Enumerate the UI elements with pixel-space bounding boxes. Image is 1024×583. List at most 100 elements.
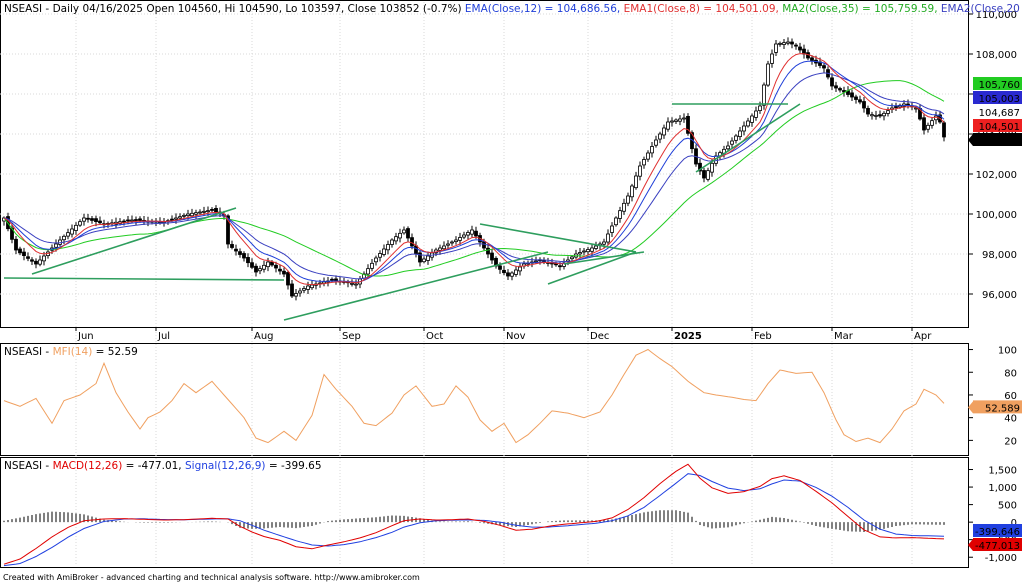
candle-down	[698, 162, 702, 172]
candle-down	[274, 264, 278, 269]
candle-down	[134, 219, 138, 221]
month-axis: Jun Jul Aug Sep Oct Nov Dec 2025 Feb Mar Apr	[75, 327, 932, 342]
candle-down	[842, 90, 846, 93]
candle-down	[214, 208, 218, 213]
candle-down	[702, 170, 706, 179]
mfi-tick-label: 40	[1004, 414, 1017, 425]
candle-up	[466, 232, 470, 236]
candle-up	[302, 288, 306, 291]
candle-up	[650, 146, 654, 154]
candle-up	[62, 235, 66, 241]
candle-up	[758, 105, 762, 111]
candle-down	[250, 262, 254, 268]
candle-up	[594, 245, 598, 249]
candle-down	[838, 88, 842, 91]
candle-up	[38, 259, 42, 265]
candle-up	[262, 264, 266, 270]
month-label: Oct	[426, 331, 443, 342]
candle-up	[750, 115, 754, 123]
candle-up	[54, 243, 58, 248]
candle-up	[570, 256, 574, 260]
month-label: 2025	[674, 331, 702, 342]
month-label: Nov	[506, 331, 526, 342]
macd-badge-bg	[973, 538, 1022, 551]
candle-up	[258, 268, 262, 272]
candle-up	[586, 249, 590, 253]
candle-up	[670, 120, 674, 123]
price-tick-label: 98,000	[982, 250, 1017, 261]
candle-down	[406, 228, 410, 239]
candle-down	[138, 218, 142, 221]
candle-up	[674, 119, 678, 122]
candle-down	[474, 230, 478, 237]
candle-down	[922, 117, 926, 131]
candle-down	[558, 265, 562, 268]
candle-down	[90, 218, 94, 221]
candle-up	[746, 120, 750, 127]
trendline	[479, 223, 637, 253]
candle-down	[334, 278, 338, 282]
candle-up	[450, 241, 454, 244]
ema8-badge: 104,501	[979, 122, 1020, 133]
close-pointer	[968, 134, 973, 146]
candle-up	[174, 217, 178, 220]
mfi-tick-label: 100	[998, 346, 1017, 357]
price-axis: 96,00098,000100,000102,000104,000106,000…	[968, 10, 1017, 301]
ema12-badge: 104,687	[979, 108, 1020, 119]
candle-up	[626, 195, 630, 204]
candle-down	[26, 256, 30, 259]
trendlines	[3, 103, 801, 321]
close-badge-bg	[973, 133, 1022, 146]
candle-down	[854, 96, 858, 100]
candle-up	[462, 234, 466, 238]
price-tick-label: 102,000	[976, 170, 1017, 181]
candle-up	[726, 145, 730, 150]
candle-down	[226, 215, 230, 245]
price-header-ema20: EMA2(Close,20	[941, 3, 1020, 15]
signal-badge-bg	[973, 524, 1022, 537]
candle-up	[734, 135, 738, 141]
candle-up	[70, 228, 74, 235]
candle-up	[130, 219, 134, 222]
candle-up	[618, 210, 622, 219]
candle-down	[122, 220, 126, 223]
value-badges: 105,760 105,003 104,687 104,501 103,852 52.58…	[968, 77, 1022, 552]
candle-down	[254, 265, 258, 273]
trendline	[283, 251, 549, 321]
candle-down	[34, 260, 38, 265]
candle-up	[442, 245, 446, 250]
candle-up	[78, 221, 82, 226]
candle-up	[446, 243, 450, 246]
candle-down	[170, 218, 174, 221]
candle-up	[870, 114, 874, 117]
ema20-badge-bg	[973, 91, 1022, 104]
candle-up	[510, 272, 514, 277]
candle-up	[198, 211, 202, 214]
macd-pane-frame	[0, 457, 969, 568]
candle-down	[414, 245, 418, 255]
price-header-ema12: EMA(Close,12) = 104,686.56,	[465, 3, 624, 15]
candle-up	[382, 248, 386, 255]
month-label: Sep	[342, 331, 361, 342]
candle-up	[74, 224, 78, 231]
candle-up	[266, 261, 270, 268]
ema8-line	[3, 53, 945, 286]
candle-up	[614, 217, 618, 226]
candle-up	[630, 185, 634, 198]
price-tick-label: 96,000	[982, 290, 1017, 301]
candle-up	[886, 110, 890, 114]
candle-down	[330, 278, 334, 281]
candle-up	[350, 282, 354, 285]
trendline	[3, 277, 285, 281]
candle-up	[438, 247, 442, 251]
macd-line	[3, 463, 945, 565]
candle-down	[798, 46, 802, 51]
candle-up	[354, 283, 358, 286]
candle-up	[298, 290, 302, 294]
candle-up	[770, 53, 774, 64]
candle-down	[410, 237, 414, 247]
mfi-axis: 20 40 60 80 100	[968, 346, 1017, 447]
candle-down	[850, 92, 854, 98]
